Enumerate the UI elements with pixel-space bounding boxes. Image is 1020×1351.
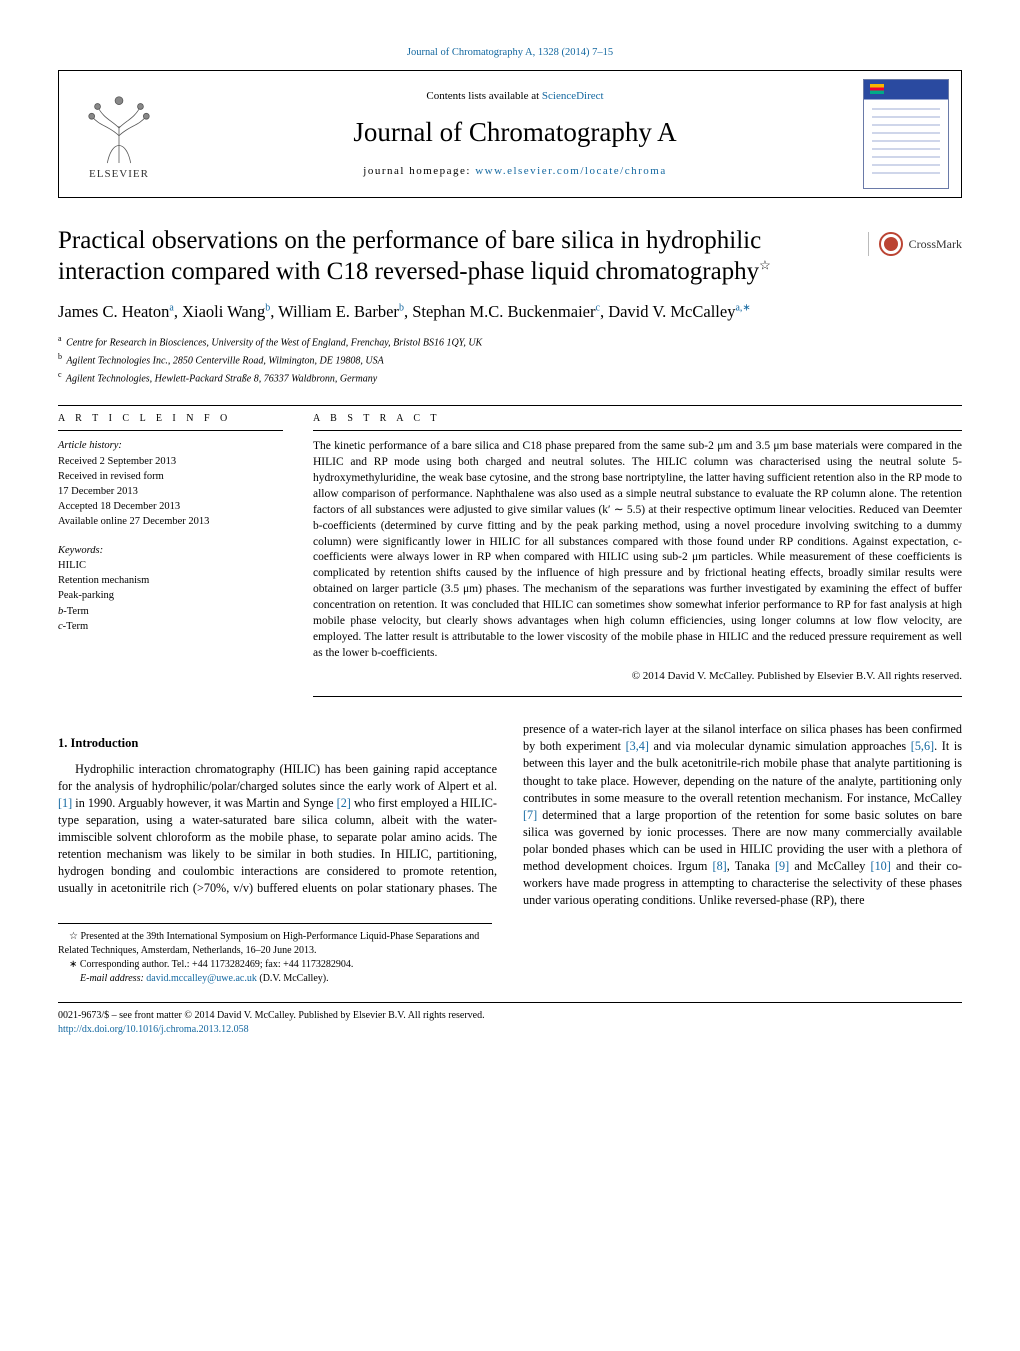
title-footnote-marker: ☆ bbox=[759, 257, 771, 272]
contents-available-line: Contents lists available at ScienceDirec… bbox=[426, 89, 603, 104]
crossmark-icon bbox=[879, 232, 903, 256]
article-title-text: Practical observations on the performanc… bbox=[58, 227, 761, 285]
article-info-heading: A R T I C L E I N F O bbox=[58, 406, 283, 432]
author: William E. Barber bbox=[278, 302, 399, 321]
keyword: HILIC bbox=[58, 558, 283, 573]
citation-1[interactable]: [1] bbox=[58, 796, 72, 810]
affiliation-label: c bbox=[58, 370, 62, 379]
history-item: Accepted 18 December 2013 bbox=[58, 499, 283, 514]
footnote-corr-marker: ∗ bbox=[69, 959, 77, 970]
masthead-center: Contents lists available at ScienceDirec… bbox=[179, 71, 851, 197]
affiliation-label: b bbox=[58, 352, 62, 361]
citation-7[interactable]: [7] bbox=[523, 808, 537, 822]
author: Stephan M.C. Buckenmaier bbox=[412, 302, 595, 321]
affiliations: a Centre for Research in Biosciences, Un… bbox=[58, 333, 962, 386]
keyword: c-Term bbox=[58, 619, 283, 634]
citation-10[interactable]: [10] bbox=[871, 859, 891, 873]
abstract-column: A B S T R A C T The kinetic performance … bbox=[313, 406, 962, 697]
history-item: 17 December 2013 bbox=[58, 484, 283, 499]
citation-link[interactable]: Journal of Chromatography A, 1328 (2014)… bbox=[407, 47, 613, 58]
bottom-bar: 0021-9673/$ – see front matter © 2014 Da… bbox=[58, 1002, 962, 1037]
history-list: Received 2 September 2013Received in rev… bbox=[58, 454, 283, 530]
crossmark-badge[interactable]: CrossMark bbox=[868, 232, 962, 256]
citation-9[interactable]: [9] bbox=[775, 859, 789, 873]
author: Xiaoli Wang bbox=[182, 302, 265, 321]
journal-cover-thumbnail bbox=[863, 79, 949, 189]
affiliation-label: a bbox=[58, 334, 62, 343]
keyword: Retention mechanism bbox=[58, 573, 283, 588]
footnote-email: E-mail address: david.mccalley@uwe.ac.uk… bbox=[58, 972, 492, 986]
author-affiliation-sup: b bbox=[399, 303, 404, 314]
copyright-line: © 2014 David V. McCalley. Published by E… bbox=[313, 669, 962, 697]
email-label: E-mail address: bbox=[80, 973, 146, 984]
masthead: ELSEVIER Contents lists available at Sci… bbox=[58, 70, 962, 198]
abstract-text: The kinetic performance of a bare silica… bbox=[313, 439, 962, 661]
author-affiliation-sup: a bbox=[169, 303, 173, 314]
elsevier-tree-icon bbox=[80, 87, 158, 165]
footnotes: ☆ Presented at the 39th International Sy… bbox=[58, 923, 492, 986]
journal-title: Journal of Chromatography A bbox=[353, 114, 676, 150]
keywords-label: Keywords: bbox=[58, 544, 283, 558]
contents-prefix: Contents lists available at bbox=[426, 90, 541, 102]
author: David V. McCalley bbox=[608, 302, 735, 321]
section-1-heading: 1. Introduction bbox=[58, 735, 497, 753]
author-affiliation-sup: b bbox=[265, 303, 270, 314]
article-title: Practical observations on the performanc… bbox=[58, 226, 854, 287]
footnote-star-marker: ☆ bbox=[69, 931, 78, 942]
citation-2[interactable]: [2] bbox=[337, 796, 351, 810]
homepage-prefix: journal homepage: bbox=[363, 165, 475, 177]
crossmark-label: CrossMark bbox=[909, 236, 962, 252]
body-text: and McCalley bbox=[789, 859, 870, 873]
publisher-name: ELSEVIER bbox=[89, 167, 149, 182]
abstract-heading: A B S T R A C T bbox=[313, 406, 962, 432]
body-text: and via molecular dynamic simulation app… bbox=[649, 739, 911, 753]
front-matter-line: 0021-9673/$ – see front matter © 2014 Da… bbox=[58, 1009, 962, 1023]
history-item: Received in revised form bbox=[58, 469, 283, 484]
author: James C. Heaton bbox=[58, 302, 169, 321]
footnote-presented: ☆ Presented at the 39th International Sy… bbox=[58, 930, 492, 958]
corresponding-marker: ∗ bbox=[742, 303, 750, 314]
citation-5-6[interactable]: [5,6] bbox=[911, 739, 934, 753]
history-item: Received 2 September 2013 bbox=[58, 454, 283, 469]
affiliation: b Agilent Technologies Inc., 2850 Center… bbox=[58, 351, 962, 369]
email-suffix: (D.V. McCalley). bbox=[257, 973, 329, 984]
history-item: Available online 27 December 2013 bbox=[58, 514, 283, 529]
journal-homepage-line: journal homepage: www.elsevier.com/locat… bbox=[363, 164, 666, 179]
footnote-star-text: Presented at the 39th International Symp… bbox=[58, 931, 479, 956]
footnote-corresponding: ∗ Corresponding author. Tel.: +44 117328… bbox=[58, 958, 492, 972]
journal-cover-block bbox=[851, 71, 961, 197]
keyword: Peak-parking bbox=[58, 588, 283, 603]
email-link[interactable]: david.mccalley@uwe.ac.uk bbox=[146, 973, 257, 984]
doi-link[interactable]: http://dx.doi.org/10.1016/j.chroma.2013.… bbox=[58, 1024, 249, 1035]
authors-line: James C. Heatona, Xiaoli Wangb, William … bbox=[58, 301, 962, 323]
body-text: , Tanaka bbox=[727, 859, 775, 873]
history-label: Article history: bbox=[58, 439, 283, 453]
article-info-column: A R T I C L E I N F O Article history: R… bbox=[58, 406, 283, 697]
affiliation: a Centre for Research in Biosciences, Un… bbox=[58, 333, 962, 351]
citation-8[interactable]: [8] bbox=[713, 859, 727, 873]
affiliation: c Agilent Technologies, Hewlett-Packard … bbox=[58, 369, 962, 387]
keywords-list: HILICRetention mechanismPeak-parkingb-Te… bbox=[58, 558, 283, 634]
body-text: Hydrophilic interaction chromatography (… bbox=[58, 762, 497, 793]
footnote-corr-text: Corresponding author. Tel.: +44 11732824… bbox=[80, 959, 354, 970]
author-affiliation-sup: c bbox=[595, 303, 599, 314]
body-columns: 1. Introduction Hydrophilic interaction … bbox=[58, 721, 962, 909]
header-citation: Journal of Chromatography A, 1328 (2014)… bbox=[58, 46, 962, 60]
body-text: in 1990. Arguably however, it was Martin… bbox=[72, 796, 336, 810]
publisher-logo-block: ELSEVIER bbox=[59, 71, 179, 197]
homepage-link[interactable]: www.elsevier.com/locate/chroma bbox=[475, 165, 667, 177]
citation-3-4[interactable]: [3,4] bbox=[626, 739, 649, 753]
keyword: b-Term bbox=[58, 604, 283, 619]
sciencedirect-link[interactable]: ScienceDirect bbox=[542, 90, 604, 102]
